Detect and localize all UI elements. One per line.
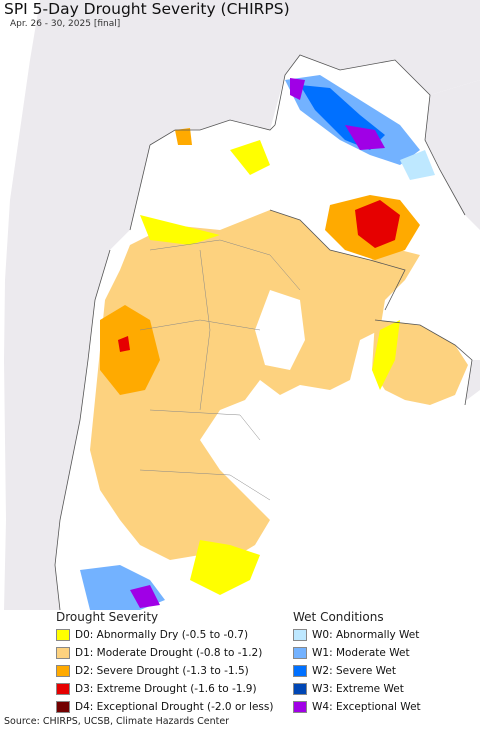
d2-north-spot	[175, 128, 192, 145]
legend-item-w0: W0: Abnormally Wet	[293, 626, 421, 644]
legend-item-w2: W2: Severe Wet	[293, 662, 421, 680]
legend-label-d1: D1: Moderate Drought (-0.8 to -1.2)	[75, 647, 263, 659]
swatch-w3	[293, 683, 307, 695]
swatch-w0	[293, 629, 307, 641]
white-pocket	[255, 290, 305, 370]
w0-north	[400, 150, 435, 180]
d0-band-east	[372, 320, 400, 390]
swatch-d3	[56, 683, 70, 695]
legend-label-w0: W0: Abnormally Wet	[312, 629, 420, 641]
d0-band-south	[190, 540, 260, 595]
swatch-d1	[56, 647, 70, 659]
d0-band-north	[140, 215, 220, 245]
pacific-coast	[0, 0, 40, 610]
legend-label-d0: D0: Abnormally Dry (-0.5 to -0.7)	[75, 629, 249, 641]
outside-land-east	[425, 80, 480, 230]
drought-legend-items: D0: Abnormally Dry (-0.5 to -0.7) D1: Mo…	[56, 626, 273, 716]
swatch-w1	[293, 647, 307, 659]
legend-item-d2: D2: Severe Drought (-1.3 to -1.5)	[56, 662, 273, 680]
map-subtitle: Apr. 26 - 30, 2025 [final]	[10, 19, 121, 29]
legend-label-w2: W2: Severe Wet	[312, 665, 396, 677]
country-borders	[54, 54, 473, 610]
legend-label-w3: W3: Extreme Wet	[312, 683, 404, 695]
legend-item-d3: D3: Extreme Drought (-1.6 to -1.9)	[56, 680, 273, 698]
outside-land	[0, 0, 480, 610]
source-credit: Source: CHIRPS, UCSB, Climate Hazards Ce…	[4, 716, 230, 727]
legend-label-d3: D3: Extreme Drought (-1.6 to -1.9)	[75, 683, 257, 695]
swatch-d4	[56, 701, 70, 713]
legend-label-d4: D4: Exceptional Drought (-2.0 or less)	[75, 701, 274, 713]
swatch-w2	[293, 665, 307, 677]
legend-item-w1: W1: Moderate Wet	[293, 644, 421, 662]
wet-legend-items: W0: Abnormally Wet W1: Moderate Wet W2: …	[293, 626, 421, 716]
swatch-d2	[56, 665, 70, 677]
d0-band-north2	[230, 140, 270, 175]
drought-map	[0, 0, 480, 610]
w4-north2	[345, 125, 385, 150]
legend-item-w3: W3: Extreme Wet	[293, 680, 421, 698]
legend-item-d1: D1: Moderate Drought (-0.8 to -1.2)	[56, 644, 273, 662]
legend-item-d4: D4: Exceptional Drought (-2.0 or less)	[56, 698, 273, 716]
legend: Drought Severity D0: Abnormally Dry (-0.…	[0, 610, 480, 713]
d3-west-spot	[118, 336, 130, 352]
legend-label-w4: W4: Exceptional Wet	[312, 701, 421, 713]
d3-northeast	[355, 200, 400, 248]
legend-label-w1: W1: Moderate Wet	[312, 647, 410, 659]
map-title: SPI 5-Day Drought Severity (CHIRPS)	[4, 0, 290, 18]
d1-area	[90, 210, 420, 560]
legend-item-w4: W4: Exceptional Wet	[293, 698, 421, 716]
swatch-d0	[56, 629, 70, 641]
legend-item-d0: D0: Abnormally Dry (-0.5 to -0.7)	[56, 626, 273, 644]
w4-south	[130, 585, 160, 608]
atlantic-ocean	[210, 390, 480, 610]
swatch-w4	[293, 701, 307, 713]
legend-label-d2: D2: Severe Drought (-1.3 to -1.5)	[75, 665, 249, 677]
province-borders	[139, 239, 301, 501]
w4-north	[290, 78, 305, 100]
drought-legend-heading: Drought Severity	[56, 610, 159, 624]
wet-legend-heading: Wet Conditions	[293, 610, 384, 624]
